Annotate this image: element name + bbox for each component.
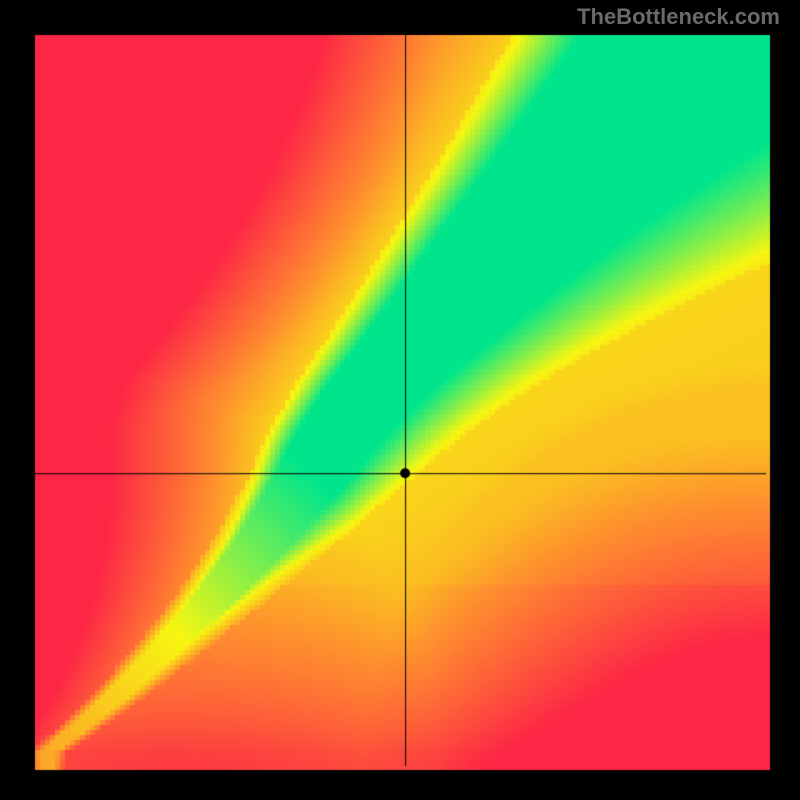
watermark-text: TheBottleneck.com <box>577 4 780 30</box>
chart-container: TheBottleneck.com <box>0 0 800 800</box>
heatmap-canvas <box>0 0 800 800</box>
